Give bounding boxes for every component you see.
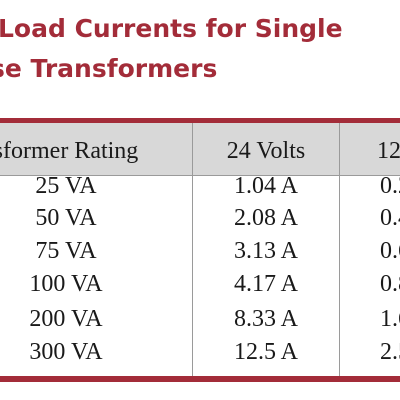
table-row-120v-value: 2.5	[380, 339, 400, 365]
title-line-1: Load Currents for Single	[0, 14, 343, 43]
table-row-120v: 0.8	[340, 269, 400, 299]
table-row-rating: 200 VA	[29, 306, 103, 332]
table-row-rating: 25 VA	[35, 173, 97, 199]
table-row-120v-value: 0.4	[380, 205, 400, 231]
table-row-rating: 100 VA	[29, 271, 103, 297]
table-row-120v: 0.2	[340, 171, 400, 201]
table-row-24v: 4.17 A	[233, 271, 298, 297]
table-row-24v: 8.33 A	[233, 306, 298, 332]
table-row-rating: 300 VA	[29, 339, 103, 365]
table-header-background	[0, 123, 400, 176]
table-row-120v: 0.4	[340, 203, 400, 233]
table-row-rating: 75 VA	[35, 238, 97, 264]
table-header-divider	[0, 175, 400, 176]
table-row-120v-value: 0.6	[380, 238, 400, 264]
table-row-120v: 0.6	[340, 236, 400, 266]
table-row-24v: 2.08 A	[233, 205, 298, 231]
column-divider-2	[339, 123, 340, 376]
table-row-120v: 1.6	[340, 304, 400, 334]
load-currents-table: sformer Rating 24 Volts 120 25 VA 1.04 A…	[0, 118, 400, 386]
title-line-2: se Transformers	[0, 54, 218, 83]
table-row-120v-value: 0.8	[380, 271, 400, 297]
column-divider-1	[192, 123, 193, 376]
header-transformer-rating: sformer Rating	[0, 138, 139, 164]
table-row-24v: 1.04 A	[233, 173, 298, 199]
table-bottom-rule	[0, 376, 400, 382]
table-row-rating: 50 VA	[35, 205, 97, 231]
header-120-volts: 120	[340, 136, 400, 166]
header-24-volts: 24 Volts	[226, 138, 306, 164]
header-120-volts-label: 120	[377, 138, 400, 164]
table-row-24v: 3.13 A	[233, 238, 298, 264]
table-row-120v: 2.5	[340, 337, 400, 367]
table-row-120v-value: 1.6	[380, 306, 400, 332]
table-row-24v: 12.5 A	[233, 339, 298, 365]
table-top-rule	[0, 118, 400, 123]
table-row-120v-value: 0.2	[380, 173, 400, 199]
